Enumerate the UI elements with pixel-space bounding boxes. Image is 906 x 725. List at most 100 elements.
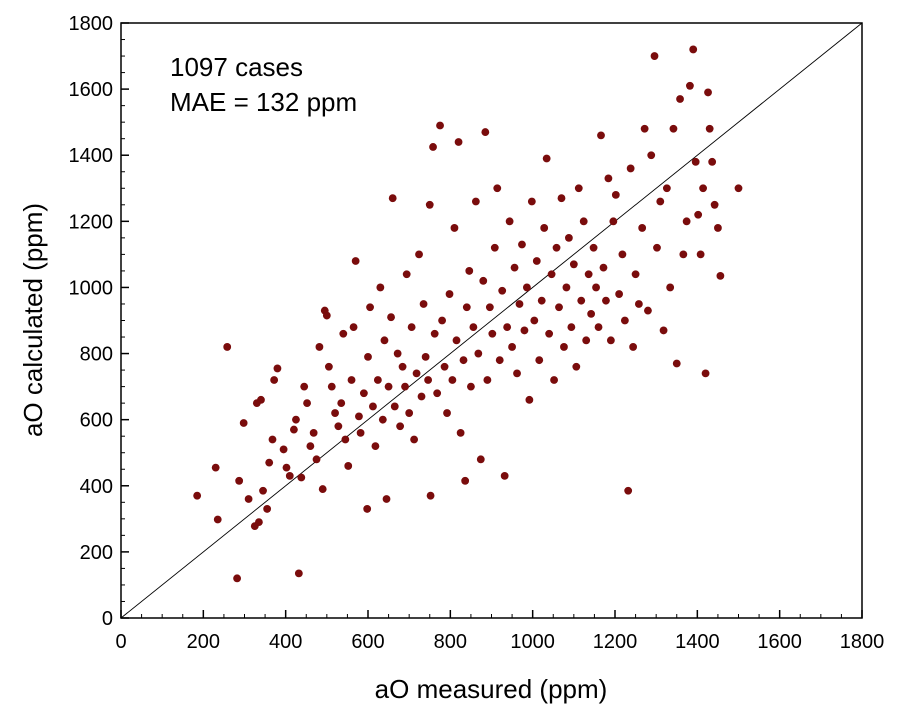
data-point xyxy=(656,197,665,206)
data-point xyxy=(339,329,348,338)
data-point xyxy=(498,286,507,295)
data-point xyxy=(393,349,402,358)
data-point xyxy=(644,306,652,315)
data-point xyxy=(682,217,691,226)
data-point xyxy=(525,395,534,404)
data-point xyxy=(540,224,549,232)
data-point xyxy=(351,257,360,265)
data-point xyxy=(436,121,444,130)
data-point xyxy=(691,157,700,166)
data-point xyxy=(557,194,566,203)
data-point xyxy=(331,409,339,417)
data-point xyxy=(445,290,454,298)
data-point xyxy=(384,382,393,391)
x-tick-label: 1000 xyxy=(510,631,555,653)
data-point xyxy=(659,326,668,335)
data-point xyxy=(634,300,643,308)
data-point xyxy=(527,197,536,206)
data-point xyxy=(334,422,343,431)
data-point xyxy=(324,362,333,371)
data-point xyxy=(378,415,387,424)
data-point xyxy=(490,243,499,252)
data-point xyxy=(223,343,232,351)
data-point xyxy=(233,574,241,583)
data-point xyxy=(624,486,633,495)
data-point xyxy=(523,283,531,292)
data-point xyxy=(474,349,483,358)
data-point xyxy=(312,455,321,464)
data-point xyxy=(390,402,399,411)
data-point xyxy=(574,184,583,193)
x-tick-label: 1200 xyxy=(593,631,638,653)
x-tick-label: 0 xyxy=(115,631,126,653)
x-axis-title: aO measured (ppm) xyxy=(375,674,608,704)
x-tick-label: 400 xyxy=(269,631,302,653)
data-point xyxy=(424,376,433,384)
data-point xyxy=(349,323,358,332)
data-point xyxy=(263,505,272,513)
data-point xyxy=(398,362,407,371)
annotation-cases: 1097 cases xyxy=(170,52,303,82)
data-point xyxy=(493,184,502,193)
data-point xyxy=(306,442,315,451)
data-point xyxy=(438,316,446,325)
data-point xyxy=(589,243,598,252)
data-point xyxy=(488,329,497,338)
y-tick-label: 1600 xyxy=(69,79,114,101)
data-point xyxy=(716,271,725,280)
data-point xyxy=(239,419,248,427)
data-point xyxy=(679,250,688,259)
data-point xyxy=(380,336,389,345)
data-point xyxy=(421,352,430,361)
data-point xyxy=(609,217,618,226)
data-point xyxy=(268,435,277,444)
data-point xyxy=(476,455,485,464)
data-point xyxy=(597,131,605,140)
data-point xyxy=(594,323,603,332)
data-point xyxy=(410,435,419,444)
data-point xyxy=(584,270,593,279)
data-point xyxy=(417,392,426,401)
data-point xyxy=(510,263,519,272)
y-tick-label: 1000 xyxy=(69,277,114,299)
data-point xyxy=(500,471,509,480)
data-point xyxy=(705,124,714,133)
data-point xyxy=(270,376,279,384)
data-point xyxy=(401,382,409,391)
data-point xyxy=(255,518,263,527)
data-point xyxy=(300,382,309,391)
data-point xyxy=(265,458,274,467)
data-point xyxy=(592,283,600,292)
data-point xyxy=(211,463,220,472)
data-point xyxy=(366,303,374,312)
data-point xyxy=(315,343,324,351)
data-point xyxy=(303,399,311,408)
data-point xyxy=(587,309,596,318)
data-point xyxy=(620,316,629,325)
data-point xyxy=(371,442,380,451)
data-point xyxy=(462,303,471,312)
y-axis: 0 200 400 600 800 1000 1200 1400 1600 1800 xyxy=(69,13,129,630)
data-point xyxy=(545,329,554,338)
data-point xyxy=(359,389,368,398)
data-point xyxy=(602,296,610,305)
data-point xyxy=(629,343,638,351)
data-point xyxy=(618,250,627,259)
data-point xyxy=(235,476,244,485)
data-point xyxy=(555,303,563,312)
data-point xyxy=(734,184,743,193)
data-point xyxy=(290,425,298,434)
data-point xyxy=(309,428,318,437)
data-point xyxy=(611,190,620,199)
data-point xyxy=(694,210,703,219)
data-point xyxy=(433,389,442,398)
data-point xyxy=(318,485,327,493)
data-point xyxy=(653,243,661,252)
data-point xyxy=(259,486,267,495)
data-point xyxy=(337,399,346,408)
data-point xyxy=(341,435,350,444)
data-point xyxy=(193,491,202,500)
data-point xyxy=(405,409,414,417)
data-point xyxy=(515,300,524,308)
data-point xyxy=(465,267,474,275)
